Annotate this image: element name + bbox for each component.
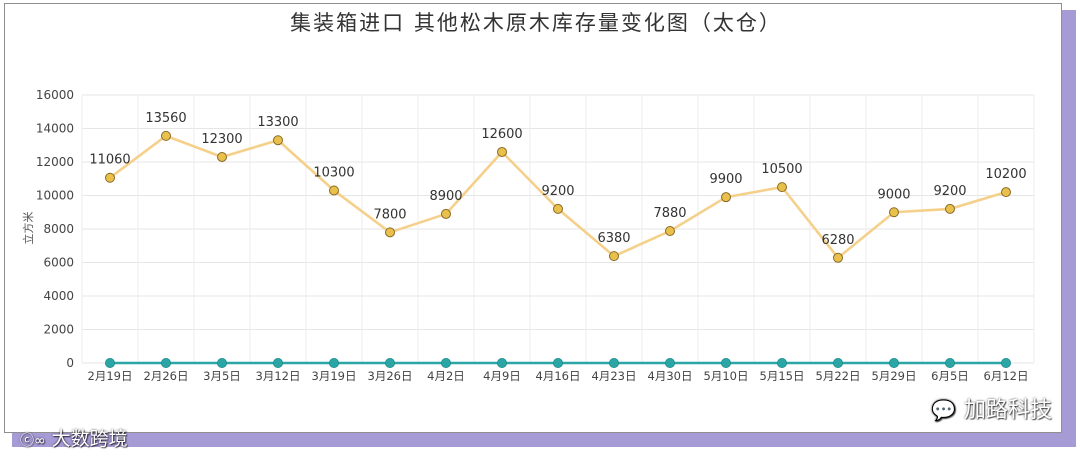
data-label: 6380 [597,231,630,246]
data-label: 7800 [373,207,406,222]
data-point [553,203,563,214]
data-point [609,357,620,368]
data-point [328,357,339,368]
data-point [384,357,395,368]
data-point [385,227,395,238]
data-point [160,357,171,368]
data-point [889,207,899,218]
data-point [553,357,564,368]
data-label: 9000 [877,187,910,202]
data-label: 10200 [985,167,1026,182]
data-point [441,208,451,219]
watermark-left-text: 大数跨境 [51,428,128,450]
axis-layer: 0 2000 4000 6000 8000 10000 12000 14000 16000 2月1… [36,88,1029,383]
x-tick-label: 5月29日 [872,369,917,383]
data-point [833,252,843,263]
data-point [440,357,451,368]
data-point [161,130,171,141]
chart-title: 集装箱进口 其他松木原木库存量变化图（太仓） [290,11,782,35]
data-point [105,357,116,368]
y-tick-label: 4000 [43,289,74,303]
data-label: 9200 [541,184,574,199]
data-label: 8900 [429,189,462,204]
x-tick-label: 3月5日 [203,369,241,383]
x-tick-label: 4月16日 [536,369,581,383]
data-point [777,182,787,193]
data-point [497,146,507,157]
grid-layer [81,94,1035,364]
data-point [777,357,788,368]
data-point [329,185,339,196]
data-label: 11060 [89,153,130,168]
x-tick-label: 5月22日 [816,369,861,383]
y-tick-label: 8000 [43,222,74,236]
watermark-right-text: 加路科技 [963,398,1052,423]
data-point [609,251,619,262]
y-tick-label: 6000 [43,256,74,270]
data-point [272,357,283,368]
x-tick-label: 5月10日 [704,369,749,383]
data-point [273,135,283,146]
data-label: 6280 [821,233,854,248]
y-tick-label: 16000 [36,88,74,102]
y-tick-label: 2000 [43,323,74,337]
data-point [945,357,956,368]
data-label: 7880 [653,206,686,221]
x-tick-label: 2月26日 [144,369,189,383]
wechat-icon: 💬 [931,398,956,422]
watermark-left: ⓒ∞ 大数跨境 [20,424,128,451]
data-point [721,192,731,203]
data-label: 12600 [481,127,522,142]
y-tick-label: 0 [66,356,74,370]
data-point [665,357,676,368]
data-label: 10300 [313,165,354,180]
x-tick-label: 6月5日 [931,369,969,383]
series-layer [105,130,1012,368]
x-tick-label: 3月12日 [256,369,301,383]
data-label: 13560 [145,111,186,126]
data-label: 12300 [201,132,242,147]
x-tick-label: 3月19日 [312,369,357,383]
data-point [833,357,844,368]
watermark-right: 💬 加路科技 [931,392,1052,424]
data-label: 13300 [257,115,298,130]
data-point [889,357,900,368]
data-label-layer: 11060 13560 12300 13300 10300 7800 8900 12600 92… [89,111,1026,248]
y-tick-label: 10000 [36,189,74,203]
data-label: 10500 [761,162,802,177]
x-tick-label: 4月23日 [592,369,637,383]
data-point [1001,357,1012,368]
data-label: 9200 [933,184,966,199]
y-tick-label: 12000 [36,155,74,169]
data-point [665,226,675,237]
x-tick-label: 4月2日 [427,369,465,383]
x-tick-label: 6月12日 [984,369,1029,383]
data-point [496,357,507,368]
y-axis-label: 立方米 [21,212,35,245]
data-point [721,357,732,368]
data-point [1001,187,1011,198]
watermark-logo-icon: ⓒ∞ [20,433,46,449]
x-tick-label: 2月19日 [88,369,133,383]
x-tick-label: 3月26日 [368,369,413,383]
x-tick-label: 4月30日 [648,369,693,383]
data-point [945,203,955,214]
data-point [105,172,115,183]
x-tick-label: 4月9日 [483,369,521,383]
data-label: 9900 [709,172,742,187]
x-tick-label: 5月15日 [760,369,805,383]
data-point [217,151,227,162]
data-point [216,357,227,368]
y-tick-label: 14000 [36,122,74,136]
